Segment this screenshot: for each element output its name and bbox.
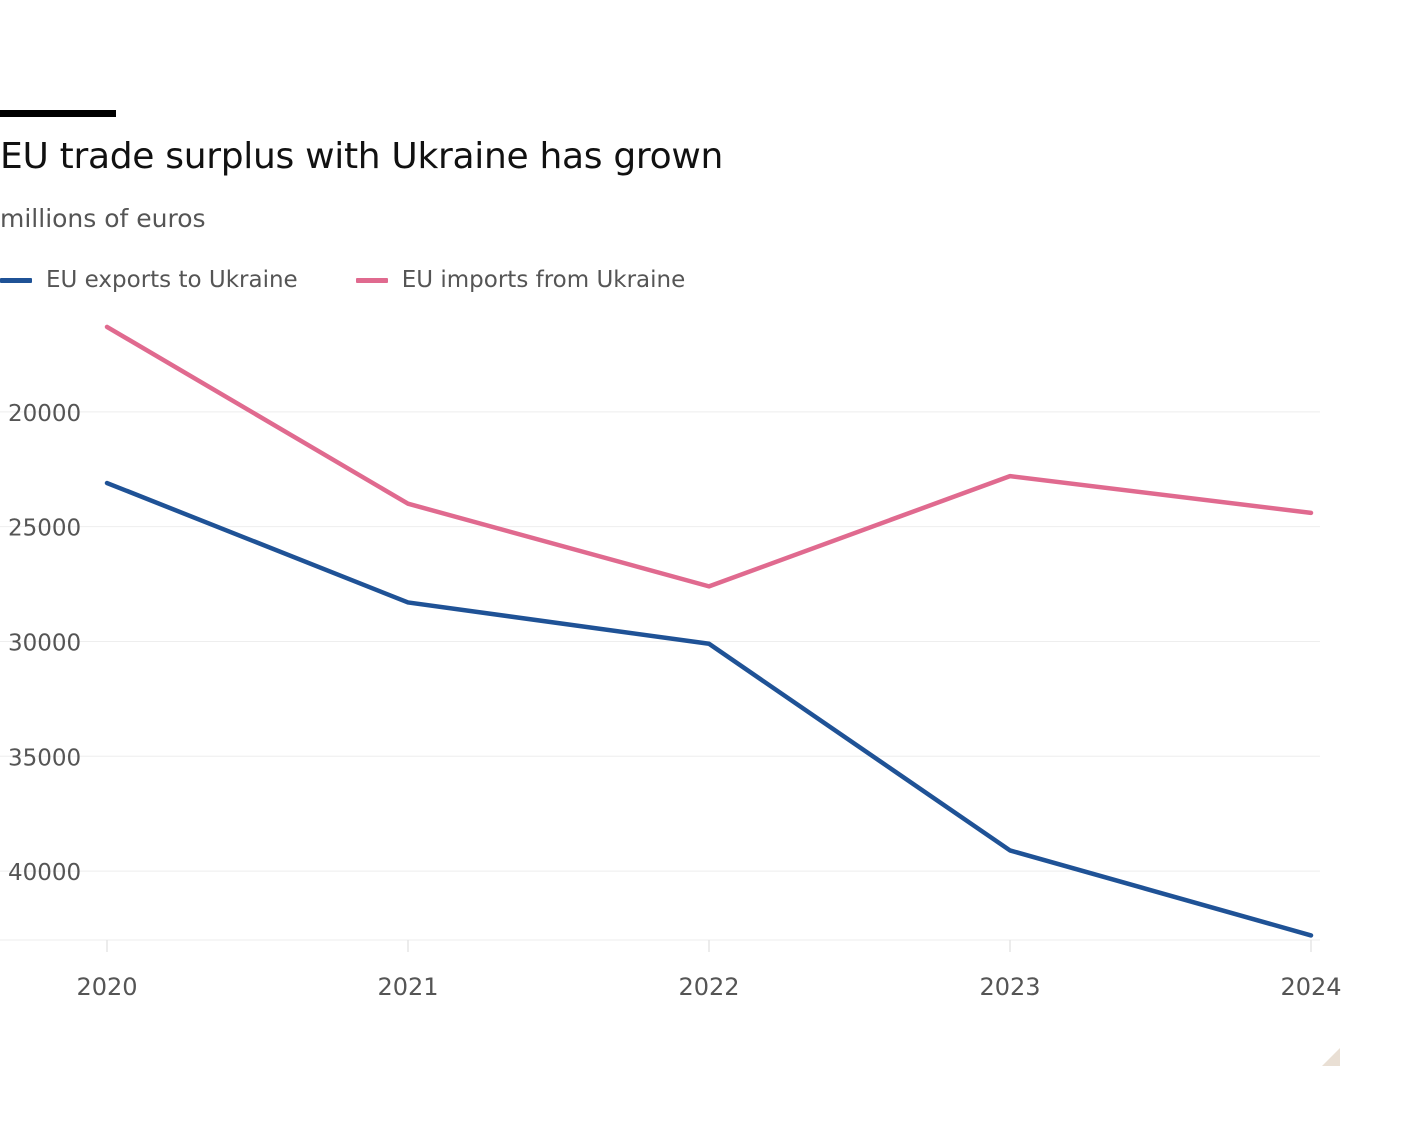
y-tick-label: 40000 [8, 860, 81, 886]
legend-label-exports: EU exports to Ukraine [46, 267, 298, 293]
y-tick-label: 25000 [8, 516, 81, 542]
y-tick-label: 35000 [8, 745, 81, 771]
x-tick-label: 2022 [678, 973, 739, 1001]
x-tick-label: 2020 [76, 973, 137, 1001]
x-tick-label: 2021 [377, 973, 438, 1001]
chart-title: EU trade surplus with Ukraine has grown [0, 136, 724, 177]
y-tick-label: 30000 [8, 630, 81, 656]
y-tick-label: 20000 [8, 401, 81, 427]
legend-label-imports: EU imports from Ukraine [401, 267, 686, 293]
x-tick-label: 2024 [1280, 973, 1341, 1001]
legend-swatch-imports [355, 277, 388, 283]
corner-mark [1322, 1048, 1340, 1066]
legend-swatch-exports [0, 277, 32, 283]
series-line-exports [104, 480, 1314, 938]
chart-subtitle: millions of euros [0, 204, 206, 233]
x-tick-label: 2023 [979, 973, 1040, 1001]
series-line-imports [104, 324, 1314, 589]
title-accent-bar [0, 110, 116, 117]
legend-item-imports: EU imports from Ukraine [355, 267, 686, 293]
legend-item-exports: EU exports to Ukraine [0, 267, 298, 293]
legend: EU exports to Ukraine EU imports from Uk… [0, 264, 685, 296]
